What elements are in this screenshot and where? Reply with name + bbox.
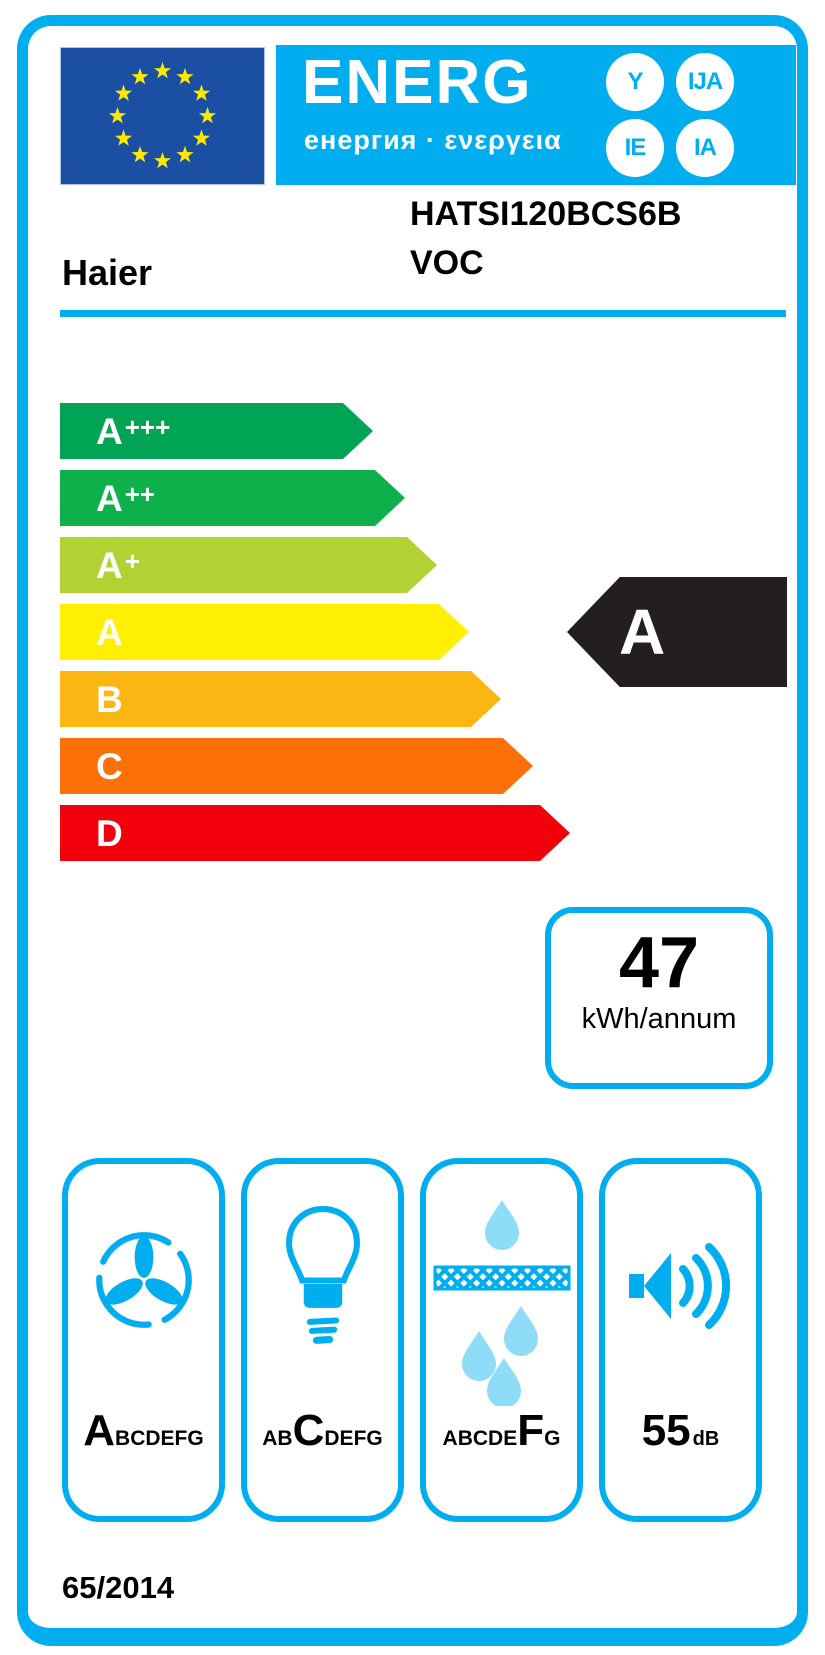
arrow-a-plus-plus: A ++ [60,470,405,526]
class-row-a: A [60,604,469,660]
fan-icon [68,1228,219,1332]
energ-badge-ie: IE [606,119,664,177]
feature-lighting-efficiency: ABCDEFG [241,1158,404,1522]
feature-boxes: ABCDEFG ABCDEFG [62,1158,762,1522]
header-divider [60,310,786,317]
feature-noise-level: 55 dB [599,1158,762,1522]
class-row-a2: A ++ [60,470,405,526]
class-row-b: B [60,671,501,727]
arrow-d: D [60,805,570,861]
energ-badge-y: Y [606,53,664,111]
energ-subtitle: енергия · ενεργεια [304,125,562,155]
eu-stars [108,62,217,169]
lighting-class-letters: ABCDEFG [262,1406,383,1455]
class-row-a1: A + [60,537,437,593]
noise-icon [605,1236,756,1336]
arrow-a-plus: A + [60,537,437,593]
model-line2: VOC [410,244,484,282]
eu-flag-icon [60,47,265,185]
fan-class-letters: ABCDEFG [83,1406,204,1455]
class-row-d: D [60,805,570,861]
grease-filter-icon [426,1194,577,1406]
current-rating-letter: A [619,596,666,668]
arrow-a-plus-plus-plus: A +++ [60,403,373,459]
noise-value: 55 dB [641,1406,720,1455]
class-row-c: C [60,738,533,794]
arrow-c: C [60,738,533,794]
energ-logo: ENERG енергия · ενεργεια Y IJA IE IA [276,45,796,185]
energy-value: 47 [618,923,700,1003]
arrow-a: A [60,604,469,660]
regulation-number: 65/2014 [62,1570,175,1605]
model-line1: HATSI120BCS6B [410,195,682,233]
current-rating-arrow: A [567,577,787,687]
energ-title: ENERG [302,48,533,117]
model-number: HATSI120BCS6B VOC [410,190,796,288]
energ-badge-ia: IA [676,119,734,177]
energ-badge-ija: IJA [676,53,734,111]
arrow-b: B [60,671,501,727]
feature-fan-efficiency: ABCDEFG [62,1158,225,1522]
class-row-a3: A +++ [60,403,373,459]
feature-grease-filtering: ABCDEFG [420,1158,583,1522]
brand-name: Haier [62,252,153,293]
energy-unit: kWh/annum [581,1003,737,1035]
energy-consumption-box: 47 kWh/annum [545,907,773,1089]
bulb-icon [247,1204,398,1356]
grease-class-letters: ABCDEFG [442,1406,561,1455]
